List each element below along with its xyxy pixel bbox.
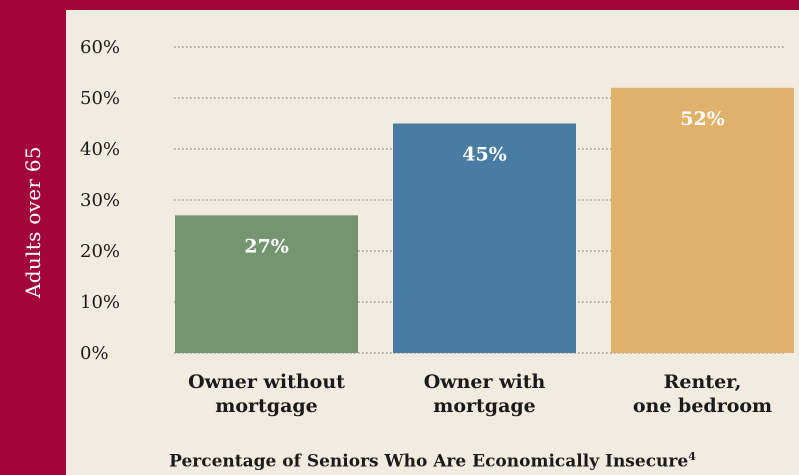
bar-value-label: 45% [462,144,507,166]
y-tick-label: 20% [80,241,120,262]
x-category-label-line: mortgage [215,395,318,417]
x-category-label-line: one bedroom [632,395,773,417]
bar [393,123,576,353]
x-category-label-line: mortgage [433,395,536,417]
chart-caption-text: Percentage of Seniors Who Are Economical… [169,451,689,472]
y-tick-label: 10% [80,292,120,313]
x-category-label-line: Owner with [423,371,546,393]
bar [175,215,358,353]
bar-value-label: 27% [244,235,289,257]
x-category-label: Owner with mortgage [385,370,585,418]
footnote-marker: 4 [688,450,696,463]
x-category-label: Owner without mortgage [167,370,367,418]
x-category-label-line: Owner without [188,371,345,393]
bar [611,87,794,354]
side-frame-band [0,0,66,475]
y-tick-label: 40% [80,139,120,160]
top-frame-band [0,0,799,10]
x-category-label: Renter, one bedroom [603,370,799,418]
x-category-label-line: Renter, [663,371,742,393]
y-tick-label: 0% [80,343,109,364]
y-tick-label: 60% [80,37,120,58]
y-tick-label: 30% [80,190,120,211]
chart-caption: Percentage of Seniors Who Are Economical… [66,450,799,472]
y-tick-label: 50% [80,88,120,109]
bar-value-label: 52% [680,108,725,130]
